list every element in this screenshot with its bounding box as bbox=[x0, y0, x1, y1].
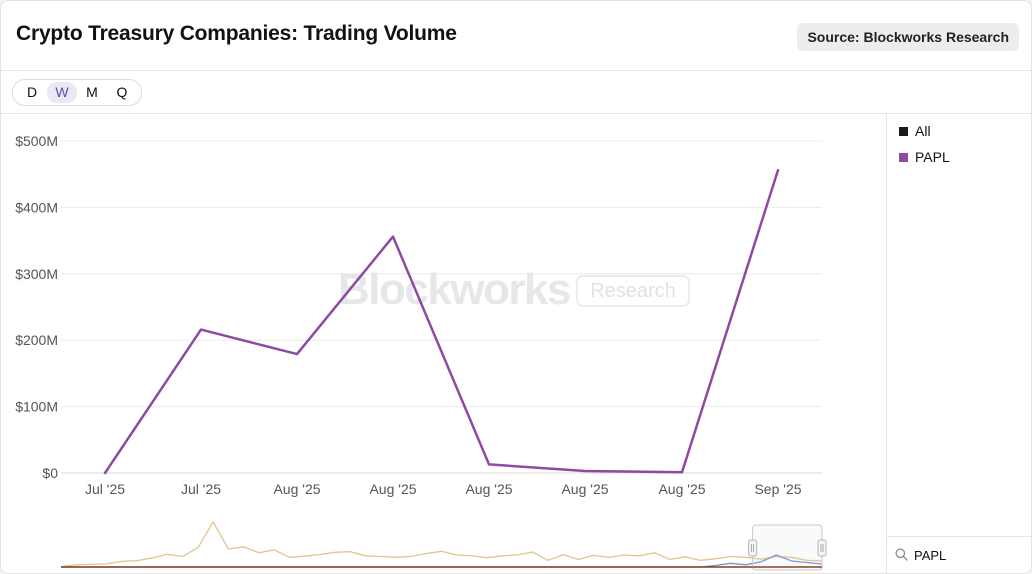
chart-header: Crypto Treasury Companies: Trading Volum… bbox=[1, 1, 1031, 71]
legend-sidebar: All PAPL bbox=[886, 114, 1031, 573]
series-line-papl bbox=[103, 168, 780, 475]
navigator-handle-right bbox=[817, 539, 827, 557]
plot-area: Blockworks Research $0 $100M $200M $300M $40… bbox=[1, 114, 886, 573]
legend-label-papl: PAPL bbox=[915, 149, 950, 165]
watermark: Blockworks Research bbox=[338, 265, 690, 314]
legend-swatch-papl bbox=[899, 152, 908, 162]
legend-item-papl[interactable]: PAPL bbox=[899, 149, 950, 165]
x-tick-label: Aug '25 bbox=[273, 481, 320, 497]
x-tick-label: Aug '25 bbox=[658, 481, 705, 497]
navigator-line bbox=[61, 554, 823, 568]
search-input[interactable] bbox=[914, 545, 1022, 565]
navigator-line bbox=[60, 520, 823, 568]
legend-search bbox=[887, 536, 1031, 573]
y-axis: $0 $100M $200M $300M $400M $500M bbox=[15, 133, 58, 481]
range-button-q[interactable]: Q bbox=[116, 84, 128, 100]
y-tick-label: $100M bbox=[15, 399, 58, 415]
range-button-d[interactable]: D bbox=[26, 84, 38, 100]
y-tick-label: $0 bbox=[42, 465, 58, 481]
x-tick-label: Aug '25 bbox=[561, 481, 608, 497]
navigator[interactable] bbox=[60, 520, 827, 571]
grid-lines bbox=[61, 140, 822, 474]
watermark-badge: Research bbox=[590, 280, 676, 302]
x-tick-label: Jul '25 bbox=[181, 481, 221, 497]
navigator-handle-left bbox=[748, 539, 758, 557]
controls-bar: D W M Q bbox=[1, 71, 1031, 114]
source-badge[interactable]: Source: Blockworks Research bbox=[797, 23, 1019, 51]
legend-swatch-all bbox=[899, 126, 908, 136]
watermark-badge-outline bbox=[576, 275, 690, 307]
x-tick-label: Sep '25 bbox=[754, 481, 801, 497]
x-tick-label: Aug '25 bbox=[369, 481, 416, 497]
y-tick-label: $400M bbox=[15, 199, 58, 215]
line-chart[interactable]: Blockworks Research $0 $100M $200M $300M $40… bbox=[1, 114, 886, 573]
legend-item-all[interactable]: All bbox=[899, 123, 931, 139]
y-tick-label: $200M bbox=[15, 332, 58, 348]
search-icon bbox=[895, 548, 908, 561]
x-tick-label: Aug '25 bbox=[465, 481, 512, 497]
x-axis: Jul '25 Jul '25 Aug '25 Aug '25 Aug '25 Aug '… bbox=[85, 481, 802, 497]
time-range-selector: D W M Q bbox=[12, 79, 142, 106]
y-tick-label: $500M bbox=[15, 133, 58, 149]
y-tick-label: $300M bbox=[15, 266, 58, 282]
range-button-m[interactable]: M bbox=[86, 84, 98, 100]
navigator-selection bbox=[752, 524, 823, 571]
legend-label-all: All bbox=[915, 123, 931, 139]
watermark-brand: Blockworks bbox=[338, 265, 570, 314]
range-button-w[interactable]: W bbox=[47, 82, 77, 103]
chart-title: Crypto Treasury Companies: Trading Volum… bbox=[16, 22, 457, 45]
x-tick-label: Jul '25 bbox=[85, 481, 125, 497]
series-lines bbox=[103, 168, 780, 475]
